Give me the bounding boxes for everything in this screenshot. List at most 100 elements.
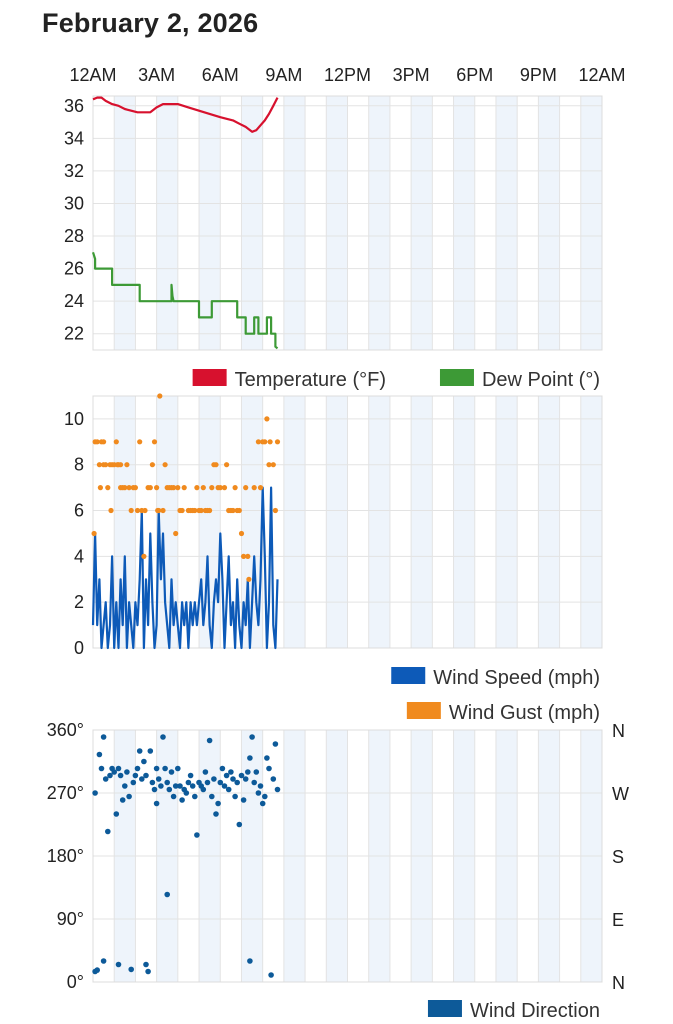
wind-gust-point <box>200 485 206 491</box>
hour-band <box>453 96 475 350</box>
wind-gust-point <box>213 462 219 468</box>
y-tick-label-right: W <box>612 784 629 804</box>
x-tick-label: 3AM <box>138 65 175 85</box>
plot-frame <box>92 729 603 983</box>
wind-gust-point <box>173 530 179 537</box>
wind-direction-point <box>98 765 105 772</box>
wind-speed-gust-chart: 0 2 4 6 8 10 Wind Speed (mph) Wind Gust (mph) <box>64 393 603 724</box>
wind-direction-point <box>242 776 249 782</box>
hour-band <box>453 396 475 648</box>
legend-label: Wind Speed (mph) <box>433 667 600 689</box>
wind-gust-point <box>105 485 111 491</box>
y-tick-label: 4 <box>74 546 84 566</box>
wind-gust-point <box>137 439 143 445</box>
plot-frame <box>92 395 603 649</box>
wind-gust-point <box>101 439 107 445</box>
wind-direction-point <box>240 797 247 803</box>
wind-direction-point <box>187 772 194 779</box>
wind-gust-point <box>171 485 177 491</box>
wind-direction-point <box>264 755 270 761</box>
wind-direction-point <box>236 821 243 828</box>
wind-direction-point <box>228 769 234 775</box>
temperature-dewpoint-chart: 22 24 26 28 30 32 34 36 Dew Point (°) Temperature… <box>64 95 603 391</box>
wind-direction-point <box>213 811 219 817</box>
wind-gust-point <box>245 553 251 560</box>
wind-direction-point <box>185 779 192 786</box>
wind-direction-point <box>119 797 126 803</box>
wind-gust-point <box>274 439 281 445</box>
wind-gust-point <box>221 485 228 491</box>
legend-label: Dew Point (°) <box>482 369 600 391</box>
legend-swatch <box>406 702 441 719</box>
wind-direction-point <box>217 779 224 786</box>
y-tick-label: 8 <box>74 455 84 475</box>
wind-direction-point <box>166 786 173 793</box>
wind-direction-point <box>126 793 132 800</box>
wind-direction-point <box>177 783 183 789</box>
wind-direction-point <box>147 748 154 754</box>
x-tick-label: 6AM <box>202 65 239 85</box>
hour-band <box>114 96 136 350</box>
wind-gust-point <box>175 485 181 491</box>
wind-gust-point <box>243 485 249 491</box>
wind-direction-point <box>253 769 260 775</box>
wind-gust-point <box>241 553 247 560</box>
wind-direction-point <box>179 797 185 803</box>
wind-gust-point <box>156 507 162 514</box>
temperature-line <box>92 96 279 133</box>
legend-label: Temperature (°F) <box>235 369 386 391</box>
wind-direction-point <box>262 793 268 800</box>
wind-gust-point <box>97 485 103 491</box>
wind-gust-point <box>141 553 147 560</box>
hour-band <box>495 396 518 648</box>
wind-gust-point <box>246 576 252 582</box>
wind-direction-point <box>128 966 134 973</box>
wind-gust-point <box>113 439 119 445</box>
wind-direction-point <box>223 772 230 779</box>
wind-direction-point <box>160 734 166 740</box>
y-tick-label: 34 <box>64 128 84 148</box>
wind-direction-point <box>274 786 281 793</box>
wind-direction-chart: 0° N 90° E 180° S 270° W 360° N Wind Direction <box>47 720 629 1022</box>
wind-gust-point <box>236 507 242 514</box>
wind-gust-point <box>264 416 270 422</box>
hour-band <box>580 96 602 350</box>
wind-direction-point <box>151 786 158 793</box>
hour-band <box>538 96 560 350</box>
wind-direction-point <box>255 790 262 796</box>
wind-direction-point <box>149 779 156 786</box>
wind-gust-point <box>270 462 276 468</box>
y-tick-label-right: E <box>612 910 624 930</box>
wind-gust-point <box>128 507 134 514</box>
wind-direction-point <box>170 793 177 800</box>
wind-gust-point <box>103 462 109 468</box>
wind-direction-point <box>234 779 240 786</box>
wind-gust-point <box>96 462 102 468</box>
wind-direction-point <box>249 734 255 740</box>
wind-gust-point <box>118 462 124 468</box>
wind-direction-point <box>189 783 196 789</box>
wind-direction-point <box>164 779 170 786</box>
y-tick-label: 36 <box>64 96 84 116</box>
y-tick-label: 0° <box>67 972 84 992</box>
wind-direction-point <box>175 765 181 772</box>
y-tick-label: 24 <box>64 291 84 311</box>
y-tick-label: 90° <box>57 909 84 929</box>
wind-direction-point <box>107 772 113 779</box>
wind-gust-point <box>198 507 204 514</box>
wind-direction-point <box>194 832 200 838</box>
wind-direction-point <box>232 793 238 800</box>
y-tick-label: 10 <box>64 409 84 429</box>
wind-direction-point <box>132 772 139 779</box>
wind-gust-point <box>124 462 130 468</box>
wind-direction-point <box>215 800 221 807</box>
wind-gust-point <box>238 530 245 537</box>
wind-direction-point <box>247 958 253 964</box>
wind-gust-point <box>272 507 278 514</box>
wind-direction-point <box>238 772 245 779</box>
y-tick-label: 360° <box>47 720 84 740</box>
wind-direction-point <box>92 790 98 796</box>
hour-band <box>411 96 433 350</box>
wind-direction-point <box>105 828 111 835</box>
hour-band <box>495 96 518 350</box>
